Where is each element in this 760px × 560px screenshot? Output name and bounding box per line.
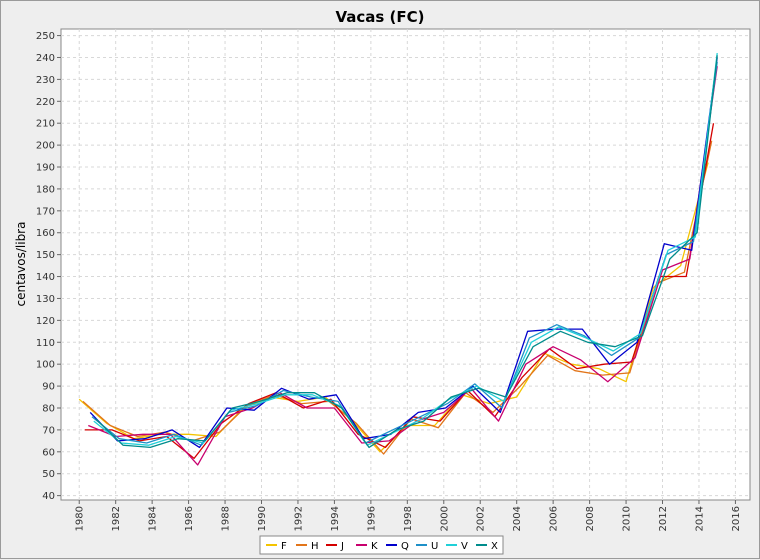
x-tick-label: 2008 xyxy=(585,506,596,531)
x-tick-label: 1994 xyxy=(330,506,341,531)
x-tick-label: 1980 xyxy=(75,506,86,531)
grid xyxy=(61,29,750,500)
x-tick-label: 2014 xyxy=(694,506,705,531)
legend-label-U: U xyxy=(431,541,438,552)
series-lines xyxy=(78,53,718,466)
y-tick-label: 160 xyxy=(36,228,55,239)
y-tick-label: 110 xyxy=(36,338,55,349)
series-line-X xyxy=(95,55,718,449)
chart-title: Vacas (FC) xyxy=(335,8,424,26)
y-tick-label: 80 xyxy=(42,403,55,414)
y-tick-label: 230 xyxy=(36,75,55,86)
legend-box xyxy=(259,535,504,555)
legend-label-K: K xyxy=(371,541,378,552)
legend-label-F: F xyxy=(281,541,287,552)
y-tick-label: 90 xyxy=(42,382,55,393)
legend-label-Q: Q xyxy=(401,541,409,552)
y-tick-label: 220 xyxy=(36,97,55,108)
x-tick-label: 2006 xyxy=(549,506,560,531)
legend-label-V: V xyxy=(461,541,468,552)
legend-label-J: J xyxy=(340,541,344,552)
series-line-U xyxy=(91,61,718,446)
y-tick-label: 200 xyxy=(36,141,55,152)
x-tick-label: 1982 xyxy=(111,506,122,531)
x-tick-label: 1984 xyxy=(148,506,159,531)
y-tick-label: 150 xyxy=(36,250,55,261)
y-tick-label: 240 xyxy=(36,53,55,64)
x-tick-label: 1990 xyxy=(257,506,268,531)
y-tick-label: 210 xyxy=(36,119,55,130)
x-tick-label: 1986 xyxy=(184,506,195,531)
series-line-Q xyxy=(89,57,718,449)
series-line-K xyxy=(88,66,718,466)
y-tick-label: 40 xyxy=(42,491,55,502)
y-tick-label: 250 xyxy=(36,31,55,42)
y-tick-label: 70 xyxy=(42,425,55,436)
y-tick-label: 190 xyxy=(36,163,55,174)
y-tick-label: 100 xyxy=(36,360,55,371)
x-tick-label: 2016 xyxy=(731,506,742,531)
y-axis-label: centavos/libra xyxy=(14,222,28,307)
x-tick-label: 2010 xyxy=(622,506,633,531)
y-tick-label: 170 xyxy=(36,206,55,217)
y-tick-label: 140 xyxy=(36,272,55,283)
y-tick-label: 50 xyxy=(42,469,55,480)
y-tick-label: 130 xyxy=(36,294,55,305)
x-tick-label: 2012 xyxy=(658,506,669,531)
legend-label-H: H xyxy=(311,541,319,552)
y-tick-label: 120 xyxy=(36,316,55,327)
x-tick-label: 2004 xyxy=(512,506,523,531)
legend-label-X: X xyxy=(491,541,498,552)
plot-area xyxy=(60,28,751,501)
x-tick-label: 1996 xyxy=(366,506,377,531)
y-tick-label: 60 xyxy=(42,447,55,458)
x-tick-label: 1988 xyxy=(221,506,232,531)
x-tick-label: 2002 xyxy=(476,506,487,531)
x-tick-label: 2000 xyxy=(439,506,450,531)
x-tick-label: 1998 xyxy=(403,506,414,531)
y-tick-label: 180 xyxy=(36,184,55,195)
x-tick-label: 1992 xyxy=(293,506,304,531)
axes: 40 50 60 70 80 90 100 110 120 130 140 150 160 170 180 1… xyxy=(36,31,742,531)
